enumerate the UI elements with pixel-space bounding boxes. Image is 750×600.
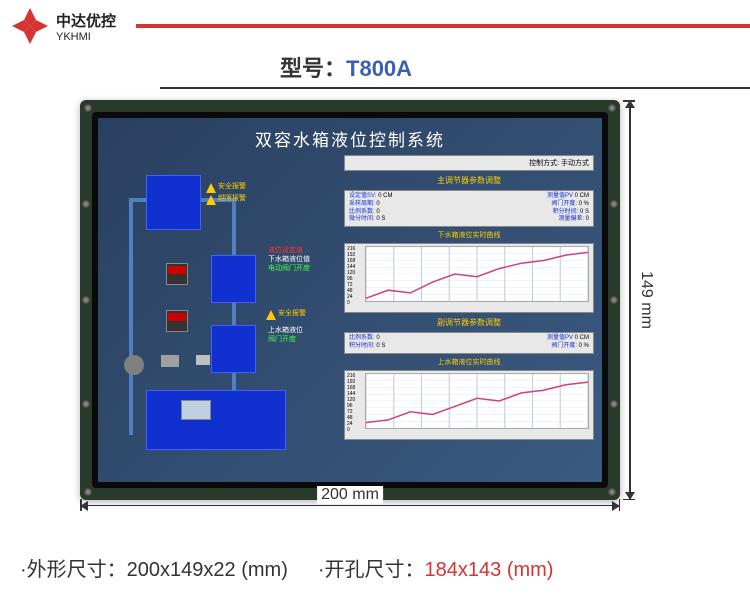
sub-regulator-params: 比例系数: 0 测量值PV 0 CM积分时间: 0 S阀门开度: 0 % [344,332,594,354]
process-diagram: 安全报警 越限报警 安全报警 液位设定值 下水箱液位值 电动阀门开度 上水箱液位… [106,155,336,475]
hole-label: ·开孔尺寸： [318,559,425,581]
brand-logo: 中达优控 YKHMI [0,6,126,46]
brand-name-cn: 中达优控 [56,10,116,31]
legend-valve2: 阀门开度 [268,334,296,344]
dimension-width-label: 200 mm [317,486,383,504]
main-regulator-params: 设定值SV: 0 CM测量值PV 0 CM采样周期: 0 阀门开度: 0 %比例… [344,190,594,227]
chart1-title: 下水箱液位实时曲线 [344,230,594,240]
chart2-title: 上水箱液位实时曲线 [344,357,594,367]
alarm-overlimit-label: 越限报警 [218,193,246,203]
model-value: T800A [346,56,412,81]
dimension-height: 149 mm [625,100,631,500]
outline-value: 200x149x22 (mm) [127,559,288,581]
sub-regulator-title: 副调节器参数调整 [344,316,594,329]
screen-title: 双容水箱液位控制系统 [98,118,602,155]
product-image: 双容水箱液位控制系统 [80,100,620,500]
outline-label: ·外形尺寸： [20,559,127,581]
chart-lower-tank: 216192168144120967248240 [344,243,594,313]
alarm-safety-label: 安全报警 [218,181,246,191]
hole-value: 184x143 (mm) [425,559,554,581]
dimension-width: 200 mm [80,505,620,506]
chart-upper-tank: 216192168144120967248240 [344,370,594,440]
model-bar: 型号：T800A [160,52,750,88]
device-pcb: 双容水箱液位控制系统 [80,100,620,500]
dimension-height-label: 149 mm [637,271,655,329]
hmi-screen[interactable]: 双容水箱液位控制系统 [98,118,602,482]
header-accent-bar [136,24,750,28]
legend-valve: 电动阀门开度 [268,263,310,273]
logo-icon [10,6,50,46]
header: 中达优控 YKHMI [0,0,750,52]
main-regulator-title: 主调节器参数调整 [344,174,594,187]
data-panel: 控制方式: 手动方式 主调节器参数调整 设定值SV: 0 CM测量值PV 0 C… [344,155,594,475]
spec-line: ·外形尺寸：200x149x22 (mm) ·开孔尺寸：184x143 (mm) [20,553,730,582]
control-mode-box[interactable]: 控制方式: 手动方式 [344,155,594,171]
brand-name-en: YKHMI [56,31,116,43]
alarm-safety-label-2: 安全报警 [278,308,306,318]
model-label: 型号： [280,56,346,81]
device-bezel: 双容水箱液位控制系统 [92,112,608,488]
monitor-icon [181,400,211,420]
controller-1 [166,263,188,285]
controller-2 [166,310,188,332]
